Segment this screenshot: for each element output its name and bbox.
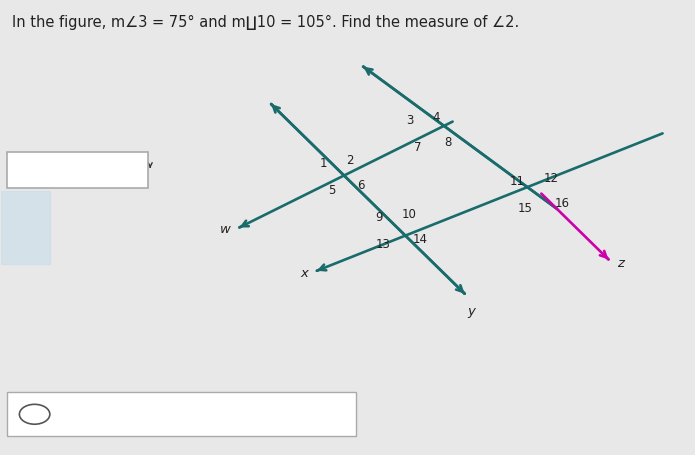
Text: 12: 12: [543, 172, 559, 185]
Text: w: w: [220, 223, 231, 236]
Text: Need help with this question?: Need help with this question?: [56, 408, 241, 421]
Text: z: z: [617, 258, 624, 270]
Text: In the figure, m∠3 = 75° and m∐10 = 105°. Find the measure of ∠2.: In the figure, m∠3 = 75° and m∐10 = 105°…: [12, 15, 519, 30]
Text: 14: 14: [413, 233, 427, 246]
Text: x: x: [300, 267, 309, 279]
Text: 8: 8: [444, 136, 451, 149]
Text: y: y: [468, 305, 475, 318]
FancyBboxPatch shape: [7, 152, 148, 188]
Text: 1: 1: [320, 157, 327, 170]
Circle shape: [19, 404, 50, 424]
Text: 9: 9: [375, 211, 383, 224]
Text: 3: 3: [407, 114, 414, 127]
Text: 7: 7: [414, 141, 422, 154]
Text: 15: 15: [518, 202, 532, 215]
Text: 10: 10: [402, 208, 416, 221]
Text: 6: 6: [357, 179, 365, 192]
Text: 2: 2: [346, 154, 354, 167]
Text: 11: 11: [509, 175, 525, 188]
Text: 4: 4: [433, 111, 440, 124]
FancyBboxPatch shape: [7, 392, 356, 436]
Text: 5: 5: [328, 184, 335, 197]
Text: 13: 13: [376, 238, 391, 252]
Text: 16: 16: [555, 197, 570, 210]
Polygon shape: [1, 191, 50, 264]
